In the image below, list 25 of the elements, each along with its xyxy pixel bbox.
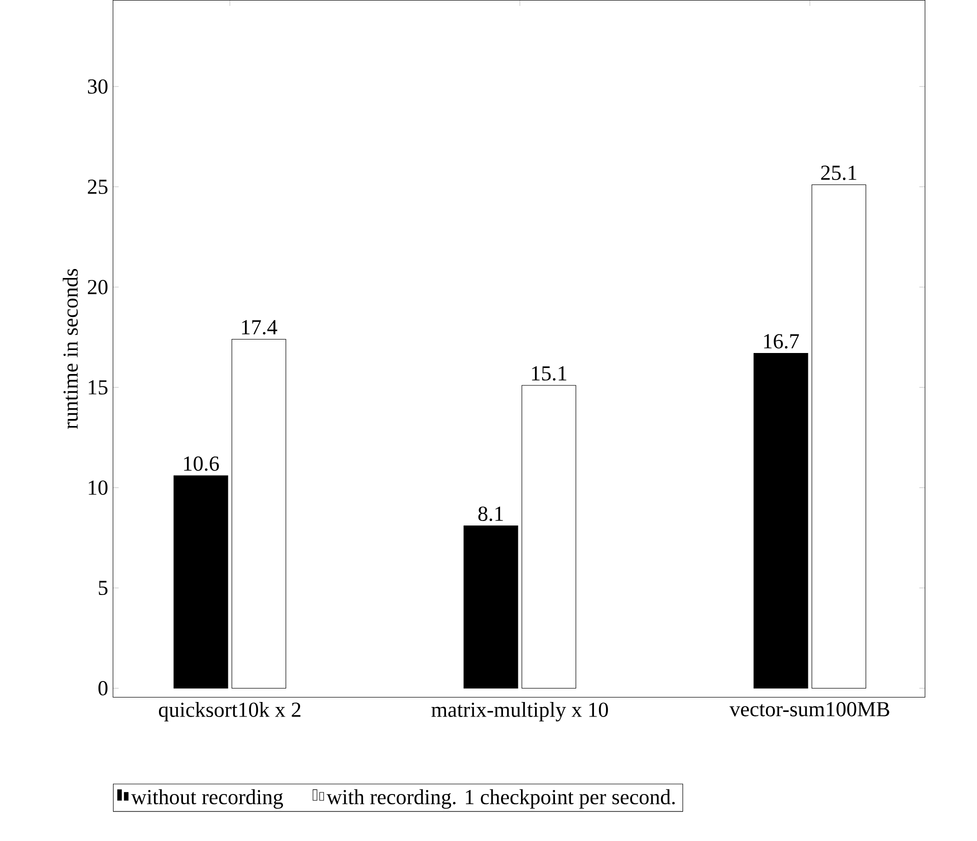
legend-label: without recording [131, 789, 284, 809]
y-tick-label: 20 [88, 280, 108, 294]
y-tick-label: 0 [98, 680, 108, 696]
data-label: 16.7 [764, 334, 799, 348]
bar [174, 475, 228, 688]
x-tick-label: matrix-multiply x 10 [431, 702, 608, 722]
data-label: 15.1 [532, 366, 566, 381]
bar [812, 184, 866, 688]
x-tick-label: quicksort10k x 2 [158, 702, 300, 722]
x-tick-label: vector-sum100MB [730, 702, 890, 716]
bar [464, 525, 518, 688]
y-tick-label: 30 [88, 79, 108, 94]
data-label: 25.1 [821, 166, 856, 180]
legend-label: with recording. 1 checkpoint per second. [326, 789, 675, 809]
y-tick-label: 25 [88, 180, 108, 194]
y-tick-label: 10 [88, 480, 108, 495]
bar [232, 338, 286, 688]
bar [522, 384, 576, 688]
y-tick-label: 15 [88, 380, 108, 394]
y-tick-label: 5 [98, 580, 108, 595]
data-label: 17.4 [242, 320, 278, 334]
y-axis-title: runtime in seconds [62, 268, 78, 429]
bar [754, 352, 808, 688]
data-label: 8.1 [478, 506, 503, 521]
data-label: 10.6 [184, 456, 219, 471]
